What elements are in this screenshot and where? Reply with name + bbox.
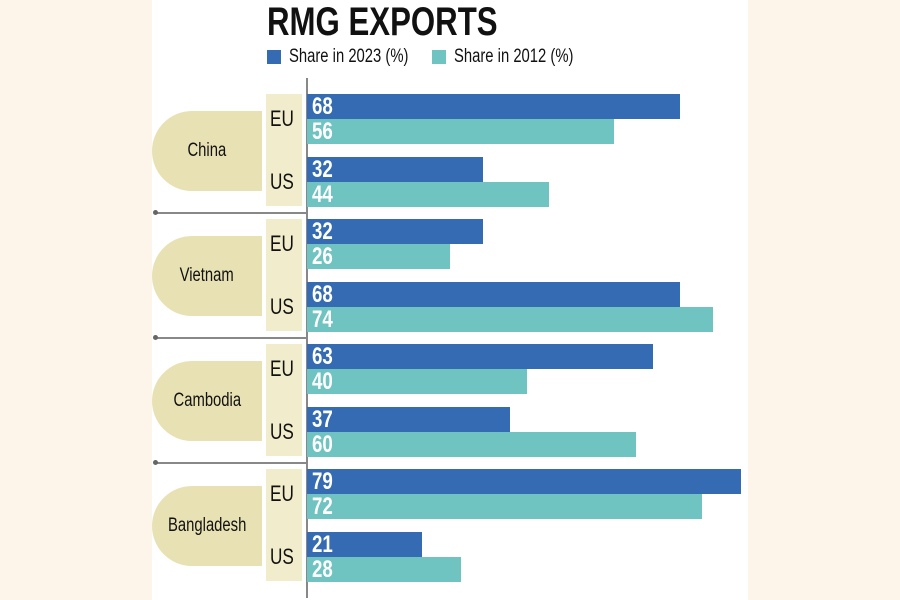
data-label: 21 bbox=[312, 531, 333, 558]
bar-china-eu-2012 bbox=[307, 119, 615, 144]
bar-cambodia-eu-2012 bbox=[307, 369, 527, 394]
bar-bangladesh-eu-2023 bbox=[307, 469, 741, 494]
country-label-cambodia: Cambodia bbox=[152, 361, 262, 441]
bar-china-us-2023 bbox=[307, 157, 483, 182]
data-label: 32 bbox=[312, 218, 333, 245]
data-label: 79 bbox=[312, 468, 333, 495]
bar-vietnam-eu-2012 bbox=[307, 244, 450, 269]
data-label: 68 bbox=[312, 281, 333, 308]
legend-item-2023: Share in 2023 (%) bbox=[267, 46, 442, 68]
bar-cambodia-us-2023 bbox=[307, 407, 511, 432]
legend-label-2023: Share in 2023 (%) bbox=[289, 46, 409, 67]
data-label: 72 bbox=[312, 493, 333, 520]
bar-bangladesh-us-2012 bbox=[307, 557, 461, 582]
data-label: 28 bbox=[312, 556, 333, 583]
data-label: 32 bbox=[312, 156, 333, 183]
bar-cambodia-eu-2023 bbox=[307, 344, 653, 369]
legend-label-2012: Share in 2012 (%) bbox=[454, 46, 574, 67]
legend-swatch-2023 bbox=[267, 50, 281, 64]
bar-bangladesh-us-2023 bbox=[307, 532, 423, 557]
data-label: 37 bbox=[312, 406, 333, 433]
market-label-box bbox=[266, 469, 302, 581]
bar-china-us-2012 bbox=[307, 182, 549, 207]
market-label-us: US bbox=[270, 294, 294, 319]
market-label-eu: EU bbox=[270, 106, 294, 131]
market-label-eu: EU bbox=[270, 231, 294, 256]
market-label-eu: EU bbox=[270, 356, 294, 381]
bar-vietnam-eu-2023 bbox=[307, 219, 483, 244]
country-label-vietnam: Vietnam bbox=[152, 236, 262, 316]
bar-china-eu-2023 bbox=[307, 94, 681, 119]
market-label-us: US bbox=[270, 419, 294, 444]
market-label-box bbox=[266, 344, 302, 456]
data-label: 56 bbox=[312, 118, 333, 145]
group-separator bbox=[153, 460, 306, 465]
bar-vietnam-us-2012 bbox=[307, 307, 714, 332]
country-label-bangladesh: Bangladesh bbox=[152, 486, 262, 566]
chart-panel: RMG EXPORTS Share in 2023 (%) Share in 2… bbox=[152, 0, 748, 600]
data-label: 44 bbox=[312, 181, 333, 208]
chart-title: RMG EXPORTS bbox=[267, 0, 498, 44]
bar-bangladesh-eu-2012 bbox=[307, 494, 703, 519]
data-label: 26 bbox=[312, 243, 333, 270]
legend-item-2012: Share in 2012 (%) bbox=[432, 46, 607, 68]
market-label-us: US bbox=[270, 169, 294, 194]
data-label: 63 bbox=[312, 343, 333, 370]
group-separator bbox=[153, 210, 306, 215]
data-label: 60 bbox=[312, 431, 333, 458]
data-label: 74 bbox=[312, 306, 333, 333]
legend-swatch-2012 bbox=[432, 50, 446, 64]
y-axis-line bbox=[306, 78, 308, 598]
data-label: 40 bbox=[312, 368, 333, 395]
country-label-china: China bbox=[152, 111, 262, 191]
market-label-box bbox=[266, 219, 302, 331]
market-label-eu: EU bbox=[270, 481, 294, 506]
data-label: 68 bbox=[312, 93, 333, 120]
bar-vietnam-us-2023 bbox=[307, 282, 681, 307]
bar-cambodia-us-2012 bbox=[307, 432, 637, 457]
group-separator bbox=[153, 335, 306, 340]
market-label-us: US bbox=[270, 544, 294, 569]
market-label-box bbox=[266, 94, 302, 206]
